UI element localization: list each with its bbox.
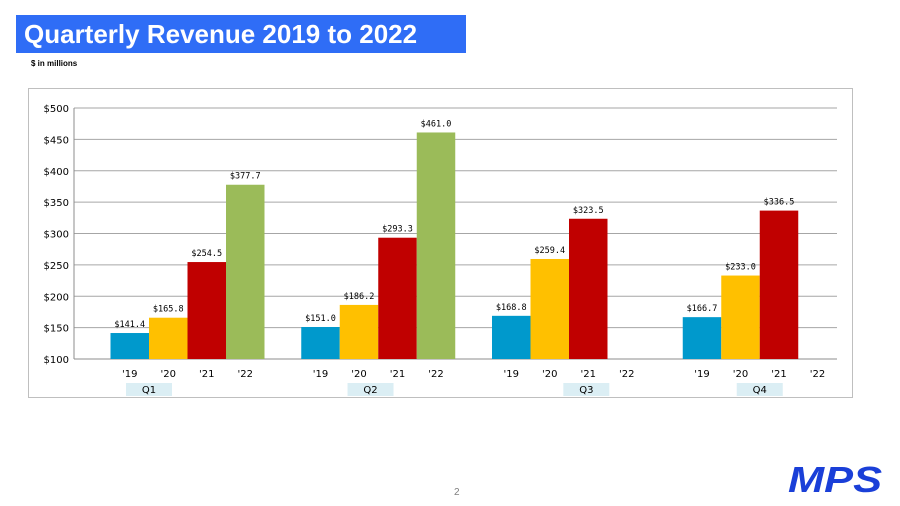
quarter-label: Q2 [363, 385, 377, 396]
x-tick-label: '22 [619, 369, 634, 380]
y-tick-label: $200 [44, 292, 69, 303]
bar [110, 333, 149, 359]
revenue-bar-chart: $100 $150 $200 $250 $300 $350 $400 $450 $500 $141… [44, 104, 837, 396]
y-tick-label: $250 [44, 261, 69, 272]
bar [149, 317, 188, 359]
data-label: $168.8 [496, 303, 527, 313]
data-label: $166.7 [687, 304, 718, 314]
bar [492, 315, 531, 359]
slide-title: Quarterly Revenue 2019 to 2022 [24, 19, 418, 49]
y-tick-label: $350 [44, 198, 69, 209]
x-tick-label: '21 [390, 369, 405, 380]
quarter-label-box [563, 383, 610, 396]
data-label: $293.3 [382, 225, 413, 235]
data-label: $186.2 [344, 292, 375, 302]
bar [721, 275, 760, 359]
x-tick-label: '20 [733, 369, 748, 380]
title-bar: Quarterly Revenue 2019 to 2022 [16, 15, 466, 53]
mps-logo: MPS [788, 463, 882, 495]
bar [226, 184, 265, 359]
quarter-label-box [126, 383, 172, 396]
x-tick-label: '21 [771, 369, 786, 380]
x-tick-label: '20 [161, 369, 176, 380]
quarter-label: Q4 [753, 385, 767, 396]
quarter-label-box [347, 383, 394, 396]
data-label: $259.4 [534, 246, 565, 256]
data-label: $151.0 [305, 314, 336, 324]
quarter-label-box [736, 383, 783, 396]
bar [187, 262, 226, 359]
bar [301, 326, 340, 359]
bar [416, 132, 456, 359]
x-tick-label: '19 [694, 369, 709, 380]
bar [339, 304, 379, 359]
data-label: $323.5 [573, 206, 604, 216]
bar [759, 210, 799, 359]
x-tick-label: '20 [542, 369, 557, 380]
bar [530, 258, 569, 359]
x-tick-label: '21 [199, 369, 214, 380]
data-label: $165.8 [153, 305, 184, 315]
x-tick-label: '22 [428, 369, 443, 380]
x-tick-label: '21 [581, 369, 596, 380]
y-tick-label: $150 [44, 324, 69, 335]
data-label: $461.0 [421, 119, 452, 129]
logo-text: MPS [788, 463, 882, 495]
y-tick-label: $500 [44, 104, 69, 115]
bar [378, 237, 417, 359]
data-label: $141.4 [114, 320, 145, 330]
chart-frame: $100 $150 $200 $250 $300 $350 $400 $450 $500 $141… [28, 88, 853, 398]
bar [682, 317, 722, 359]
bar [569, 218, 608, 359]
quarter-label: Q1 [142, 385, 156, 396]
x-tick-label: '19 [504, 369, 519, 380]
data-label: $377.7 [230, 172, 261, 182]
y-tick-label: $100 [44, 355, 69, 366]
x-tick-label: '19 [313, 369, 328, 380]
data-label: $336.5 [764, 198, 795, 208]
data-label: $254.5 [191, 249, 222, 259]
quarter-label: Q3 [579, 385, 593, 396]
y-tick-label: $400 [44, 167, 69, 178]
x-tick-label: '22 [810, 369, 825, 380]
y-tick-label: $450 [44, 135, 69, 146]
y-tick-label: $300 [44, 230, 69, 241]
x-tick-label: '22 [238, 369, 253, 380]
units-subtitle: $ in millions [31, 59, 78, 68]
data-label: $233.0 [725, 263, 756, 273]
x-tick-label: '20 [351, 369, 366, 380]
page-number: 2 [454, 487, 460, 498]
x-tick-label: '19 [122, 369, 137, 380]
